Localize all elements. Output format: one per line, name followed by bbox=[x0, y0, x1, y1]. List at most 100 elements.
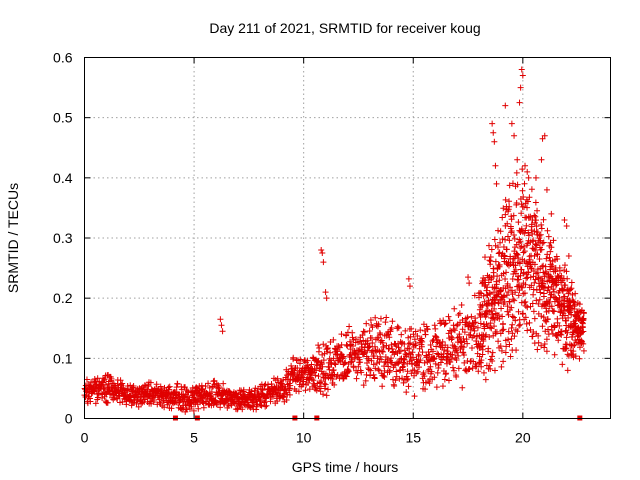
y-tick-label: 0.3 bbox=[53, 230, 73, 246]
data-point bbox=[361, 328, 368, 335]
data-point bbox=[510, 296, 517, 303]
data-points bbox=[81, 66, 587, 415]
data-point bbox=[302, 387, 309, 394]
data-point bbox=[301, 368, 308, 375]
data-point bbox=[368, 334, 375, 341]
data-point bbox=[355, 363, 362, 370]
data-point bbox=[469, 365, 476, 372]
data-point bbox=[432, 325, 439, 332]
data-point bbox=[556, 267, 563, 274]
data-point bbox=[522, 298, 529, 305]
data-point bbox=[492, 162, 499, 169]
data-point bbox=[550, 286, 557, 293]
data-point bbox=[563, 222, 570, 229]
data-point bbox=[514, 251, 521, 258]
data-point bbox=[318, 247, 325, 254]
data-point bbox=[483, 311, 490, 318]
data-point bbox=[525, 269, 532, 276]
data-point bbox=[580, 310, 587, 317]
data-point bbox=[347, 342, 354, 349]
y-tick-label: 0.5 bbox=[53, 110, 73, 126]
data-point bbox=[518, 66, 525, 73]
data-point bbox=[409, 349, 416, 356]
data-point bbox=[92, 400, 99, 407]
data-point bbox=[405, 383, 412, 390]
data-point bbox=[519, 310, 526, 317]
data-point bbox=[385, 363, 392, 370]
data-point bbox=[100, 386, 107, 393]
data-point bbox=[419, 349, 426, 356]
data-point bbox=[502, 275, 509, 282]
data-point bbox=[280, 393, 287, 400]
data-point bbox=[323, 346, 330, 353]
data-point bbox=[119, 380, 126, 387]
data-point bbox=[407, 333, 414, 340]
data-point bbox=[506, 203, 513, 210]
data-point bbox=[548, 327, 555, 334]
data-point bbox=[166, 383, 173, 390]
data-point bbox=[385, 331, 392, 338]
data-point bbox=[478, 303, 485, 310]
data-point bbox=[220, 380, 227, 387]
data-point bbox=[319, 250, 326, 257]
data-point bbox=[320, 357, 327, 364]
data-point bbox=[509, 180, 516, 187]
data-point bbox=[545, 326, 552, 333]
data-point bbox=[498, 305, 505, 312]
data-point bbox=[466, 280, 473, 287]
data-point bbox=[508, 335, 515, 342]
data-point bbox=[570, 348, 577, 355]
data-point bbox=[426, 351, 433, 358]
data-point bbox=[500, 270, 507, 277]
data-point bbox=[502, 349, 509, 356]
data-point bbox=[534, 346, 541, 353]
data-point bbox=[248, 388, 255, 395]
data-point bbox=[553, 281, 560, 288]
data-point bbox=[526, 194, 533, 201]
data-point bbox=[210, 378, 217, 385]
data-point bbox=[565, 290, 572, 297]
data-point bbox=[324, 344, 331, 351]
data-point bbox=[515, 254, 522, 261]
data-point bbox=[272, 386, 279, 393]
data-point bbox=[383, 314, 390, 321]
data-point bbox=[502, 236, 509, 243]
data-point bbox=[561, 262, 568, 269]
data-point bbox=[508, 304, 515, 311]
data-point bbox=[533, 223, 540, 230]
data-point bbox=[422, 386, 429, 393]
data-point bbox=[477, 289, 484, 296]
data-point bbox=[500, 358, 507, 365]
data-point bbox=[422, 331, 429, 338]
data-point bbox=[431, 322, 438, 329]
data-point bbox=[359, 332, 366, 339]
data-point bbox=[468, 344, 475, 351]
data-point bbox=[480, 338, 487, 345]
data-point bbox=[367, 372, 374, 379]
data-point bbox=[539, 135, 546, 142]
data-point bbox=[521, 230, 528, 237]
data-point bbox=[145, 383, 152, 390]
data-point bbox=[539, 240, 546, 247]
data-point bbox=[332, 361, 339, 368]
data-point bbox=[439, 383, 446, 390]
data-point bbox=[437, 359, 444, 366]
y-axis-label: SRMTID / TECUs bbox=[5, 183, 21, 293]
data-point bbox=[463, 336, 470, 343]
data-point bbox=[475, 368, 482, 375]
data-point bbox=[102, 381, 109, 388]
data-point bbox=[101, 376, 108, 383]
data-point bbox=[253, 403, 260, 410]
data-point bbox=[298, 373, 305, 380]
data-point bbox=[550, 237, 557, 244]
data-point bbox=[490, 129, 497, 136]
data-point bbox=[532, 174, 539, 181]
data-point bbox=[395, 324, 402, 331]
data-point bbox=[362, 377, 369, 384]
data-point bbox=[389, 318, 396, 325]
data-point bbox=[510, 232, 517, 239]
data-point bbox=[382, 319, 389, 326]
data-point bbox=[87, 398, 94, 405]
data-point bbox=[472, 319, 479, 326]
